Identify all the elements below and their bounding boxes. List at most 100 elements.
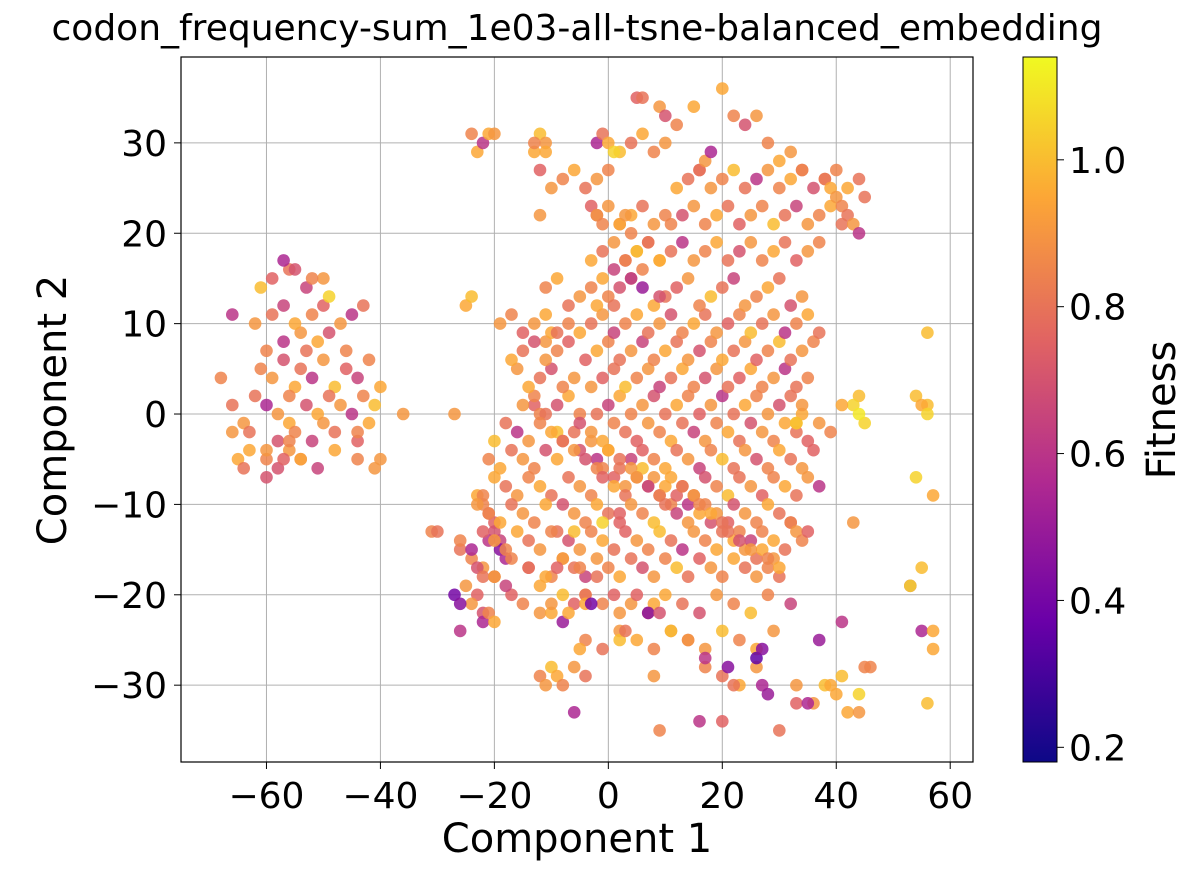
scatter-point [738,507,752,520]
scatter-point [584,254,598,267]
scatter-point [607,588,621,602]
scatter-point [624,272,638,285]
scatter-point [334,398,347,412]
scatter-point [243,443,256,457]
scatter-point [750,516,763,529]
scatter-point [545,425,558,439]
scatter-point [590,208,604,222]
scatter-point [847,398,860,412]
plot-frame [180,56,974,763]
scatter-point [471,498,484,511]
scatter-point [750,109,763,123]
scatter-point [488,525,501,538]
scatter-point [613,507,626,520]
scatter-point [226,398,239,412]
scatter-point [676,480,689,493]
scatter-point [641,326,655,340]
scatter-point [773,561,786,574]
scatter-point [596,642,609,656]
scatter-point [744,416,758,430]
scatter-point [550,326,564,340]
scatter-point [476,136,490,150]
scatter-point [761,687,775,701]
scatter-point [727,678,740,692]
scatter-point [795,534,809,547]
scatter-point [647,597,661,611]
scatter-point [545,181,558,195]
scatter-point [584,525,598,538]
scatter-point [584,380,598,394]
scatter-point [567,443,581,457]
scatter-point [659,136,672,150]
scatter-point [750,452,763,466]
scatter-point [465,597,478,611]
scatter-point [647,353,661,367]
scatter-point [909,389,923,403]
scatter-point [858,660,871,674]
x-axis-label: Component 1 [442,816,712,862]
scatter-point [630,534,644,547]
scatter-point [619,525,632,538]
scatter-point [767,245,780,258]
scatter-point [773,272,786,285]
scatter-point [300,281,313,294]
scatter-point [824,678,837,692]
scatter-point [721,660,735,674]
scatter-point [300,344,313,358]
x-tick-label: 40 [813,776,859,817]
scatter-point [761,498,775,511]
scatter-point [670,561,683,574]
scatter-point [698,308,712,321]
scatter-point [841,181,854,195]
scatter-point [852,407,866,421]
scatter-point [448,588,461,602]
scatter-point [260,344,273,358]
scatter-point [579,452,592,466]
scatter-point [607,145,621,159]
scatter-point [636,199,649,213]
scatter-point [636,398,649,412]
scatter-point [624,407,638,421]
scatter-point [596,371,609,385]
scatter-point [704,398,718,412]
scatter-point [812,236,826,249]
scatter-point [573,543,587,556]
scatter-point [733,534,746,547]
scatter-point [670,281,683,294]
scatter-point [567,660,581,674]
scatter-point [681,353,695,367]
scatter-point [260,443,273,457]
scatter-point [653,317,666,330]
scatter-point [602,163,615,177]
scatter-point [226,425,239,439]
scatter-point [533,371,547,385]
scatter-point [744,362,758,376]
scatter-point [584,597,598,611]
scatter-point [784,597,797,611]
scatter-point [584,199,598,213]
colorbar-ticks: 0.2 0.4 0.6 0.8 1.0 [1057,141,1126,769]
scatter-point [237,462,250,475]
scatter-point [607,236,621,249]
scatter-point [516,452,530,466]
scatter-point [710,362,723,376]
scatter-point [368,398,382,412]
scatter-point [659,462,672,475]
scatter-point [716,624,729,638]
scatter-point [619,254,632,267]
scatter-point [767,534,780,547]
scatter-point [641,480,655,493]
scatter-point [807,443,820,457]
scatter-point [830,163,843,177]
y-tick-label: 20 [121,214,167,255]
scatter-point [664,371,678,385]
scatter-point [801,245,815,258]
scatter-point [488,615,501,629]
scatter-point [602,507,615,520]
scatter-point [773,335,786,349]
scatter-point [362,353,376,367]
scatter-point [573,642,587,656]
scatter-point [915,624,928,638]
scatter-point [767,217,780,231]
